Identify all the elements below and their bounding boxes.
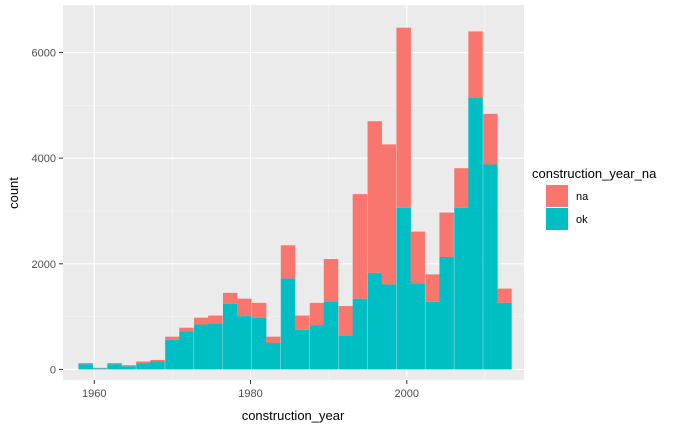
bar-na: [121, 365, 136, 367]
bar-na: [352, 194, 368, 299]
bar-ok: [468, 97, 483, 370]
bar-ok: [323, 301, 339, 370]
legend-key-na: [546, 185, 568, 207]
bar-na: [165, 336, 180, 340]
bar-ok: [136, 363, 151, 370]
x-tick-label: 2000: [395, 388, 419, 400]
bar-na: [367, 121, 382, 273]
bar-ok: [454, 207, 469, 370]
bar-na: [107, 363, 122, 365]
y-tick-label: 2000: [32, 259, 56, 271]
y-axis-title: count: [6, 177, 21, 209]
x-axis-ticks: 1960 1980 2000: [82, 380, 419, 400]
bar-ok: [194, 324, 209, 370]
bar-ok: [165, 339, 180, 370]
bar-na: [468, 31, 483, 98]
bar-ok: [92, 368, 107, 370]
bar-na: [136, 361, 151, 364]
bar-ok: [338, 335, 354, 370]
bar-na: [237, 298, 252, 317]
bar-na: [497, 288, 512, 303]
bar-na: [78, 363, 93, 365]
bar-ok: [78, 364, 93, 370]
bar-ok: [309, 325, 325, 370]
bar-na: [222, 292, 238, 304]
histogram-bars: [78, 27, 512, 370]
bar-ok: [107, 364, 122, 370]
bar-ok: [439, 256, 454, 370]
bar-ok: [251, 317, 267, 370]
bar-na: [150, 359, 165, 362]
bar-ok: [208, 324, 223, 370]
bar-na: [208, 315, 223, 325]
bar-ok: [425, 301, 440, 370]
bar-na: [179, 327, 194, 332]
bar-ok: [121, 366, 136, 370]
x-tick-label: 1960: [82, 388, 106, 400]
bar-na: [381, 144, 397, 285]
x-tick-label: 1980: [238, 388, 262, 400]
bar-na: [338, 306, 354, 336]
x-axis-title: construction_year: [242, 408, 345, 423]
y-tick-label: 0: [50, 364, 56, 376]
bar-na: [309, 302, 325, 326]
bar-na: [265, 336, 281, 344]
bar-na: [92, 367, 107, 369]
bar-ok: [280, 278, 296, 370]
bar-na: [410, 231, 425, 284]
bar-ok: [150, 361, 165, 370]
bar-na: [454, 168, 469, 208]
legend-label-ok: ok: [576, 214, 588, 226]
bar-ok: [237, 316, 252, 370]
bar-ok: [179, 331, 194, 370]
bar-na: [425, 274, 440, 302]
legend: construction_year_na na ok: [532, 166, 657, 230]
y-tick-label: 6000: [32, 48, 56, 60]
bar-na: [483, 113, 498, 165]
legend-label-na: na: [576, 191, 589, 203]
bar-na: [194, 317, 209, 325]
bar-na: [251, 302, 267, 318]
bar-ok: [222, 303, 238, 370]
bar-ok: [352, 298, 368, 370]
bar-na: [396, 27, 411, 208]
bar-na: [439, 212, 454, 257]
bar-na: [323, 259, 339, 302]
y-axis-ticks: 0 2000 4000 6000: [32, 48, 63, 376]
legend-key-ok: [546, 208, 568, 230]
y-tick-label: 4000: [32, 153, 56, 165]
bar-ok: [396, 207, 411, 370]
bar-ok: [381, 284, 397, 370]
bar-ok: [265, 343, 281, 370]
bar-na: [294, 315, 310, 330]
bar-ok: [497, 302, 512, 370]
bar-ok: [367, 272, 382, 370]
bar-ok: [294, 329, 310, 370]
bar-ok: [410, 283, 425, 370]
bar-na: [280, 245, 296, 279]
legend-title: construction_year_na: [532, 166, 657, 181]
bar-ok: [483, 164, 498, 370]
